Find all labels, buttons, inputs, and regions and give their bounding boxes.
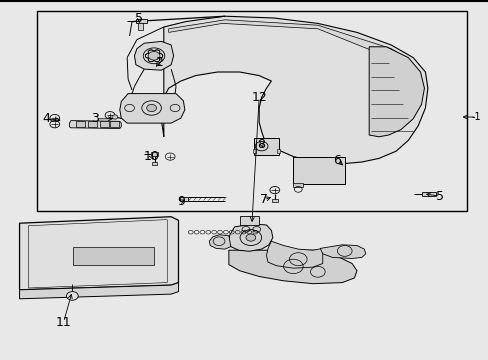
Polygon shape <box>368 47 424 137</box>
Bar <box>138 23 142 30</box>
Polygon shape <box>20 217 178 290</box>
Bar <box>271 199 277 202</box>
Bar <box>180 197 187 201</box>
Polygon shape <box>69 121 121 129</box>
Bar <box>253 149 256 153</box>
Text: 5: 5 <box>435 190 443 203</box>
Circle shape <box>112 115 118 119</box>
Text: 2: 2 <box>155 57 163 69</box>
Text: 10: 10 <box>143 150 159 163</box>
Circle shape <box>146 104 156 112</box>
Text: 11: 11 <box>56 316 71 329</box>
Circle shape <box>245 234 255 241</box>
Circle shape <box>66 292 78 300</box>
Bar <box>276 149 279 153</box>
Polygon shape <box>161 16 427 164</box>
Bar <box>88 121 97 127</box>
Bar <box>421 192 435 196</box>
Polygon shape <box>209 235 230 249</box>
Bar <box>150 152 158 156</box>
Polygon shape <box>20 283 178 299</box>
Bar <box>110 121 119 127</box>
Bar <box>136 19 146 23</box>
Bar <box>293 157 344 184</box>
Bar <box>100 121 109 127</box>
Text: 3: 3 <box>91 112 99 125</box>
Text: 12: 12 <box>251 91 266 104</box>
Text: 9: 9 <box>177 195 184 208</box>
Polygon shape <box>266 241 322 268</box>
Bar <box>293 183 303 187</box>
Polygon shape <box>228 250 356 284</box>
Bar <box>151 162 157 165</box>
Polygon shape <box>228 224 272 251</box>
Bar <box>37 11 466 211</box>
Polygon shape <box>134 41 173 70</box>
Text: 5: 5 <box>135 12 143 24</box>
Bar <box>76 121 84 127</box>
Polygon shape <box>168 20 417 122</box>
Text: 7: 7 <box>260 193 267 206</box>
Bar <box>73 247 154 265</box>
Bar <box>239 216 259 225</box>
Text: 8: 8 <box>257 138 265 150</box>
Text: -1: -1 <box>471 112 481 122</box>
Polygon shape <box>120 94 184 123</box>
Circle shape <box>148 51 160 60</box>
Bar <box>254 138 278 155</box>
Polygon shape <box>320 245 365 258</box>
Text: 6: 6 <box>333 154 341 167</box>
Text: 4: 4 <box>42 112 50 125</box>
